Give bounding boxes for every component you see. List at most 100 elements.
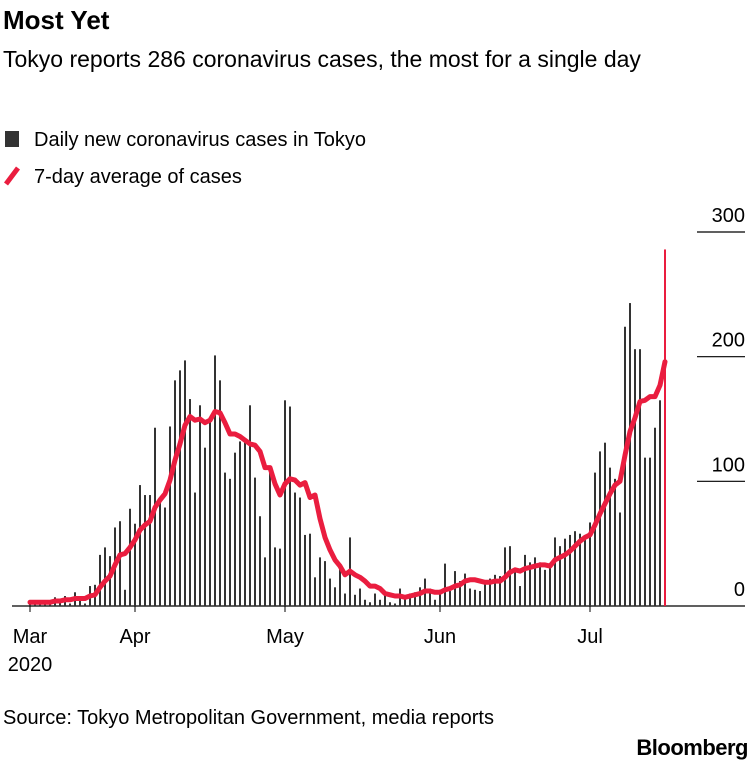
bar [104,547,106,606]
bar [514,572,516,606]
bar [429,588,431,606]
bar [594,472,596,606]
bar [584,538,586,606]
bar [639,349,641,606]
bar [469,588,471,606]
average-line [27,359,668,605]
bar [314,577,316,606]
bar [484,583,486,606]
bar [359,588,361,606]
bar [254,477,256,606]
bar [209,420,211,606]
y-tick-label: 0 [734,579,745,601]
bar [219,380,221,606]
bar [524,554,526,606]
bar [304,534,306,606]
bar [369,602,371,606]
bar [164,507,166,606]
bar [509,546,511,606]
bar [459,581,461,606]
bar [354,594,356,606]
bar [439,589,441,606]
bar [184,360,186,606]
bar [499,576,501,606]
bar [119,521,121,606]
bar [244,438,246,606]
bar [269,466,271,606]
bar [364,599,366,606]
bar [239,441,241,606]
bar [284,400,286,606]
bar [574,531,576,606]
bar [234,452,236,606]
bar [564,538,566,606]
bar [379,599,381,606]
legend-label: Daily new coronavirus cases in Tokyo [34,129,366,151]
bar [539,562,541,606]
bar [644,457,646,606]
bar [69,603,71,606]
bar [474,589,476,606]
bar [619,512,621,606]
chart: Daily new coronavirus cases in Tokyo 7-da… [4,129,745,676]
legend-label: 7-day average of cases [34,166,242,188]
bar [334,587,336,606]
bar [199,405,201,606]
bar [299,497,301,606]
bar [264,557,266,606]
bar [229,478,231,606]
y-tick-label: 300 [712,205,745,227]
bar [274,547,276,606]
y-tick-label: 100 [712,454,745,476]
bar [79,597,81,606]
bar [544,569,546,606]
bar [99,554,101,606]
bar [604,442,606,606]
x-tick-label: Jul [577,626,603,648]
x-tick-label: May [266,626,304,648]
bar [159,502,161,606]
bar [579,533,581,606]
bar [179,370,181,606]
bar [394,603,396,606]
bar [464,573,466,606]
bar [109,556,111,606]
bar [479,591,481,606]
bar [154,427,156,606]
bar [344,593,346,606]
bar [559,546,561,606]
bar [189,399,191,606]
bar [569,534,571,606]
bar [224,472,226,606]
logo: Bloomberg [636,735,748,760]
source-note: Source: Tokyo Metropolitan Government, m… [3,707,494,729]
bar [414,592,416,606]
bar [174,380,176,606]
bar [444,563,446,606]
bar [534,557,536,606]
bar [339,568,341,606]
bar [134,523,136,606]
bar [654,427,656,606]
bar [279,548,281,606]
bar [194,492,196,606]
bar [664,249,666,606]
bar [169,426,171,606]
bar [419,587,421,606]
bar [294,492,296,606]
bar [204,447,206,606]
bar [374,593,376,606]
bar [609,467,611,606]
bar [549,567,551,606]
bar [139,485,141,606]
bar [554,537,556,606]
bar [129,508,131,606]
bar [529,562,531,606]
bar [249,405,251,606]
bar [659,400,661,606]
x-tick-label: Apr [119,626,150,648]
x-tick-label: Mar [13,626,48,648]
bar [589,522,591,606]
x-tick-label: Jun [424,626,456,648]
